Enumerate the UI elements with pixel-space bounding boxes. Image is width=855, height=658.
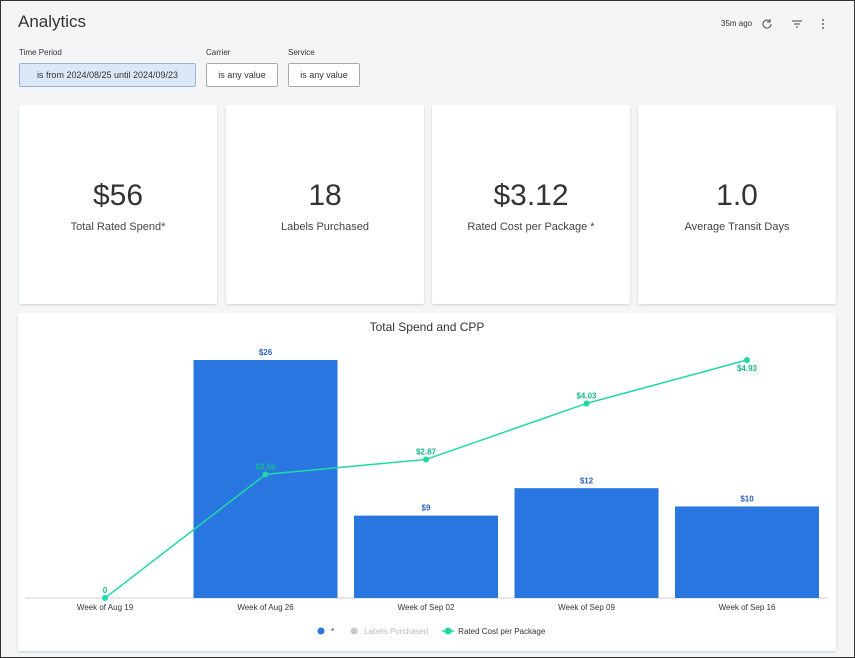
- kpi-value: $3.12: [493, 179, 569, 212]
- x-tick-label: Week of Sep 02: [398, 603, 455, 612]
- legend-label: Labels Purchased: [364, 627, 428, 636]
- kpi-value: 18: [308, 179, 342, 212]
- filter-label: Carrier: [206, 48, 231, 57]
- legend-swatch: [444, 627, 452, 635]
- bar-label: $26: [259, 348, 273, 357]
- kpi-card: 18 Labels Purchased: [226, 105, 424, 304]
- bar: [354, 515, 498, 598]
- legend-swatch: [350, 627, 358, 635]
- line-label: $4.03: [576, 392, 597, 401]
- bar: [675, 506, 819, 598]
- kpi-value: $56: [92, 179, 144, 212]
- legend-label: Rated Cost per Package: [458, 627, 546, 636]
- legend-swatch: [317, 627, 325, 635]
- line-label: 0: [103, 586, 108, 595]
- kpi-card: $56 Total Rated Spend*: [19, 105, 217, 304]
- bar: [514, 488, 659, 598]
- chart-title: Total Spend and CPP: [370, 320, 485, 334]
- line-label: $4.93: [737, 364, 758, 373]
- line-point: [583, 400, 590, 407]
- bar-label: $9: [422, 504, 431, 513]
- x-tick-label: Week of Aug 26: [237, 603, 294, 612]
- updated-time: 35m ago: [721, 19, 753, 28]
- filter-button[interactable]: is any value: [288, 63, 360, 87]
- bar: [193, 360, 338, 598]
- kpi-card: $3.12 Rated Cost per Package *: [432, 105, 630, 304]
- line-point: [423, 456, 429, 463]
- toolbar-icons[interactable]: [761, 17, 831, 31]
- x-tick-label: Week of Sep 16: [719, 603, 776, 612]
- kpi-label: Rated Cost per Package *: [467, 221, 595, 233]
- kpi-label: Average Transit Days: [684, 221, 790, 233]
- line-point: [102, 595, 108, 601]
- kpi-label: Labels Purchased: [280, 221, 370, 233]
- line-point: [744, 357, 750, 363]
- line-label: $2.87: [416, 448, 437, 457]
- bar-label: $12: [580, 476, 594, 485]
- chart: Total Spend and CPP Week of Aug 19 Week o…: [25, 320, 828, 636]
- kpi-card: 1.0 Average Transit Days: [638, 105, 836, 304]
- x-tick-label: Week of Aug 19: [77, 603, 134, 612]
- kpi-value: 1.0: [716, 179, 758, 212]
- filter-button[interactable]: is from 2024/08/25 until 2024/09/23: [19, 63, 196, 87]
- line-point: [262, 471, 269, 478]
- page-title: Analytics: [18, 12, 87, 31]
- filter-label: Service: [288, 48, 315, 57]
- filter-button[interactable]: is any value: [206, 63, 278, 87]
- kpi-label: Total Rated Spend*: [70, 221, 166, 233]
- legend-label: *: [331, 627, 334, 636]
- bar-label: $10: [740, 495, 754, 504]
- chart-card: Total Spend and CPP Week of Aug 19 Week o…: [18, 313, 836, 651]
- filter-label: Time Period: [19, 48, 62, 57]
- x-tick-label: Week of Sep 09: [558, 603, 615, 612]
- line-label: $2.56: [255, 463, 276, 472]
